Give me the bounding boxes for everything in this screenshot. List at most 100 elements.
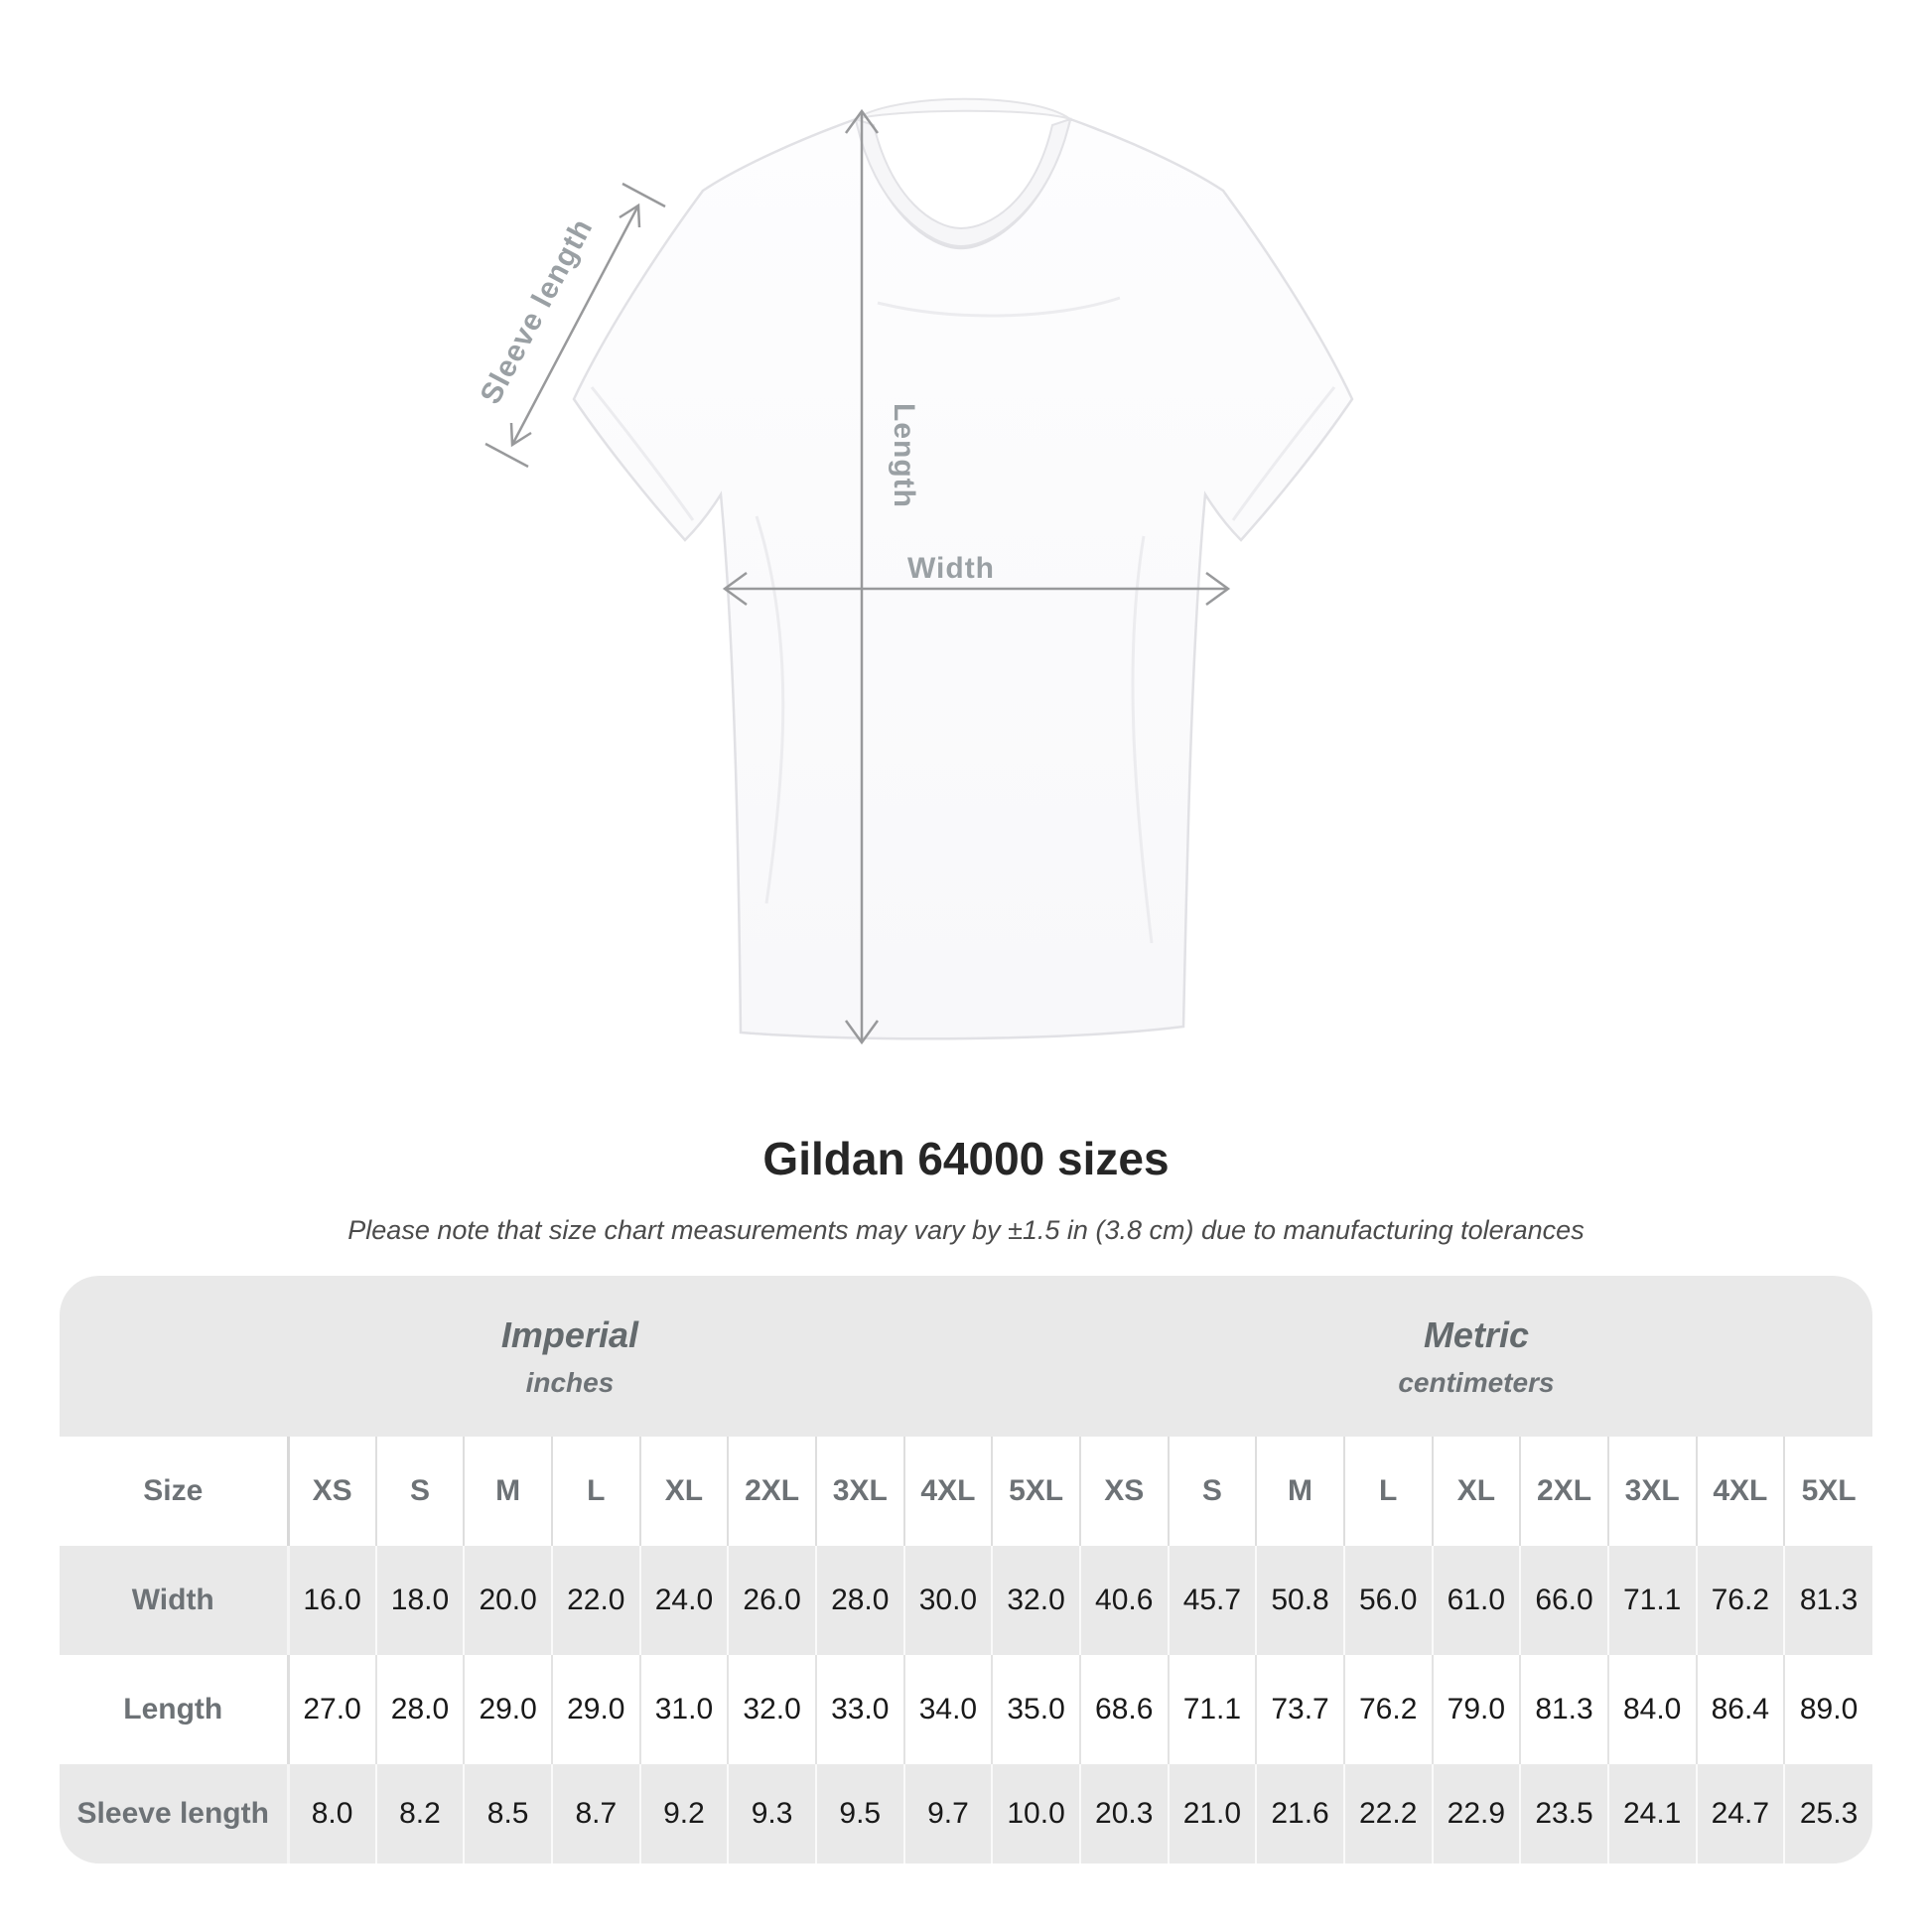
imperial-group-header: Imperial inches — [60, 1276, 1080, 1437]
sleeve-metric-s: 21.0 — [1167, 1764, 1257, 1863]
size-header-imperial-m: M — [463, 1437, 552, 1546]
size-header-metric-l: L — [1342, 1437, 1433, 1546]
metric-title: Metric — [1423, 1313, 1529, 1355]
size-header-metric-5xl: 5XL — [1783, 1437, 1872, 1546]
row-label-sleeve-length: Sleeve length — [76, 1797, 269, 1830]
size-header-metric-m: M — [1255, 1437, 1344, 1546]
unit-group-header-row: Imperial inches Metric centimeters — [60, 1276, 1872, 1437]
width-metric-s: 45.7 — [1167, 1546, 1257, 1655]
length-metric-m: 73.7 — [1255, 1655, 1344, 1764]
width-metric-5xl: 81.3 — [1783, 1546, 1872, 1655]
size-header-imperial-xs: XS — [286, 1437, 376, 1546]
metric-group-header: Metric centimeters — [1079, 1276, 1872, 1437]
size-table: Imperial inches Metric centimeters Size … — [60, 1276, 1872, 1863]
size-header-imperial-2xl: 2XL — [727, 1437, 816, 1546]
sleeve-metric-5xl: 25.3 — [1783, 1764, 1872, 1863]
sleeve-metric-l: 22.2 — [1342, 1764, 1433, 1863]
sleeve-metric-xl: 22.9 — [1431, 1764, 1521, 1863]
length-imperial-4xl: 34.0 — [902, 1655, 993, 1764]
length-metric-s: 71.1 — [1167, 1655, 1257, 1764]
width-arrow — [722, 571, 1231, 607]
length-imperial-s: 28.0 — [374, 1655, 465, 1764]
length-metric-3xl: 84.0 — [1606, 1655, 1697, 1764]
width-metric-m: 50.8 — [1255, 1546, 1344, 1655]
width-imperial-l: 22.0 — [550, 1546, 640, 1655]
size-header-metric-4xl: 4XL — [1695, 1437, 1785, 1546]
size-header-metric-xl: XL — [1431, 1437, 1521, 1546]
width-imperial-xs: 16.0 — [286, 1546, 376, 1655]
tshirt-sleeve-seam — [590, 386, 695, 521]
size-header-metric-2xl: 2XL — [1519, 1437, 1608, 1546]
tshirt-wrinkle — [1131, 535, 1154, 944]
width-imperial-xl: 24.0 — [638, 1546, 729, 1655]
tshirt-wrinkle — [877, 296, 1121, 318]
size-header-imperial-5xl: 5XL — [991, 1437, 1080, 1546]
sleeve-length-label: Sleeve length — [475, 213, 600, 410]
width-imperial-2xl: 26.0 — [727, 1546, 816, 1655]
size-header-metric-3xl: 3XL — [1606, 1437, 1697, 1546]
length-metric-4xl: 86.4 — [1695, 1655, 1785, 1764]
width-row: Width 16.0 18.0 20.0 22.0 24.0 26.0 28.0… — [60, 1546, 1872, 1655]
size-header-imperial-l: L — [550, 1437, 640, 1546]
width-metric-4xl: 76.2 — [1695, 1546, 1785, 1655]
sleeve-imperial-xs: 8.0 — [286, 1764, 376, 1863]
length-imperial-3xl: 33.0 — [814, 1655, 904, 1764]
width-label: Width — [907, 552, 995, 585]
width-imperial-m: 20.0 — [463, 1546, 552, 1655]
sleeve-imperial-5xl: 10.0 — [991, 1764, 1080, 1863]
sleeve-imperial-4xl: 9.7 — [902, 1764, 993, 1863]
tshirt-figure: Length Width Sleeve length — [475, 97, 1354, 1045]
size-header-imperial-s: S — [374, 1437, 465, 1546]
size-header-row: Size XS S M L XL 2XL 3XL 4XL 5XL XS S M … — [60, 1437, 1872, 1546]
length-metric-xs: 68.6 — [1078, 1655, 1169, 1764]
imperial-title: Imperial — [500, 1313, 638, 1355]
length-row: Length 27.0 28.0 29.0 29.0 31.0 32.0 33.… — [60, 1655, 1872, 1764]
size-header-imperial-xl: XL — [638, 1437, 729, 1546]
width-metric-xs: 40.6 — [1078, 1546, 1169, 1655]
tshirt-sleeve-seam — [1231, 386, 1336, 521]
width-imperial-s: 18.0 — [374, 1546, 465, 1655]
sleeve-imperial-m: 8.5 — [463, 1764, 552, 1863]
sleeve-metric-4xl: 24.7 — [1695, 1764, 1785, 1863]
size-header-imperial-4xl: 4XL — [902, 1437, 993, 1546]
sleeve-imperial-3xl: 9.5 — [814, 1764, 904, 1863]
tshirt-image — [572, 117, 1354, 1040]
length-imperial-l: 29.0 — [550, 1655, 640, 1764]
sleeve-imperial-s: 8.2 — [374, 1764, 465, 1863]
length-imperial-m: 29.0 — [463, 1655, 552, 1764]
size-column-header: Size — [143, 1474, 204, 1507]
sleeve-length-row: Sleeve length 8.0 8.2 8.5 8.7 9.2 9.3 9.… — [60, 1764, 1872, 1863]
width-metric-l: 56.0 — [1342, 1546, 1433, 1655]
tshirt-wrinkle — [755, 515, 785, 904]
size-header-metric-xs: XS — [1078, 1437, 1169, 1546]
size-header-imperial-3xl: 3XL — [814, 1437, 904, 1546]
length-imperial-xl: 31.0 — [638, 1655, 729, 1764]
imperial-unit: inches — [525, 1366, 615, 1398]
tolerance-note: Please note that size chart measurements… — [347, 1215, 1585, 1245]
length-metric-5xl: 89.0 — [1783, 1655, 1872, 1764]
width-metric-xl: 61.0 — [1431, 1546, 1521, 1655]
width-imperial-3xl: 28.0 — [814, 1546, 904, 1655]
length-label: Length — [888, 403, 920, 508]
sleeve-length-arrow — [484, 182, 666, 469]
sleeve-imperial-l: 8.7 — [550, 1764, 640, 1863]
sleeve-metric-xs: 20.3 — [1078, 1764, 1169, 1863]
length-imperial-xs: 27.0 — [286, 1655, 376, 1764]
sleeve-metric-m: 21.6 — [1255, 1764, 1344, 1863]
width-metric-3xl: 71.1 — [1606, 1546, 1697, 1655]
sleeve-imperial-2xl: 9.3 — [727, 1764, 816, 1863]
page-title: Gildan 64000 sizes — [762, 1133, 1170, 1184]
length-metric-xl: 79.0 — [1431, 1655, 1521, 1764]
tshirt-collar — [854, 117, 1072, 248]
sleeve-imperial-xl: 9.2 — [638, 1764, 729, 1863]
length-metric-l: 76.2 — [1342, 1655, 1433, 1764]
row-label-length: Length — [123, 1693, 223, 1725]
length-imperial-5xl: 35.0 — [991, 1655, 1080, 1764]
length-arrow — [844, 108, 880, 1045]
length-metric-2xl: 81.3 — [1519, 1655, 1608, 1764]
size-table-container: Imperial inches Metric centimeters Size … — [60, 1276, 1872, 1863]
sleeve-metric-3xl: 24.1 — [1606, 1764, 1697, 1863]
width-imperial-5xl: 32.0 — [991, 1546, 1080, 1655]
width-imperial-4xl: 30.0 — [902, 1546, 993, 1655]
